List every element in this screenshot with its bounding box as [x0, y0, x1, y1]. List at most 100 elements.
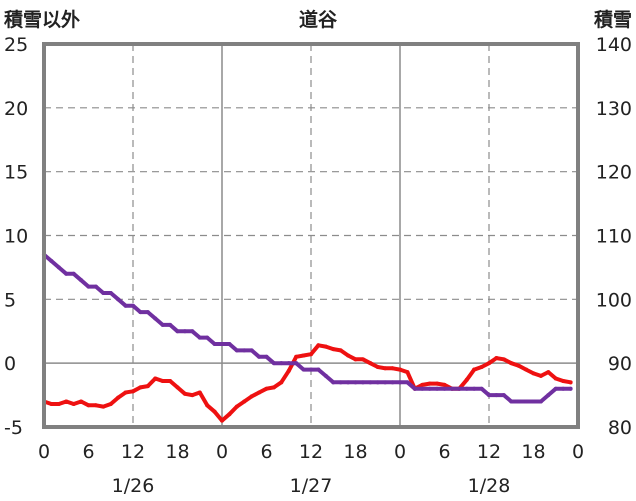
snow-depth-series-line: [42, 252, 573, 404]
snow-depth-data-point: [442, 386, 447, 391]
snow-depth-data-point: [131, 303, 135, 308]
left-axis-label: 積雪以外: [4, 8, 80, 31]
other-data-point: [234, 404, 239, 409]
right-y-tick-label: 140: [596, 34, 632, 56]
snow-depth-data-point: [264, 354, 269, 359]
snow-depth-data-point: [457, 386, 462, 391]
snow-depth-data-point: [79, 278, 84, 283]
x-hour-tick-label: 0: [38, 441, 50, 463]
other-data-point: [420, 382, 425, 387]
other-data-point: [294, 354, 299, 359]
x-hour-tick-label: 0: [216, 441, 228, 463]
snow-depth-data-point: [249, 348, 254, 353]
day-label: 1/28: [468, 475, 511, 497]
snow-depth-data-point: [479, 386, 484, 391]
other-data-point: [168, 379, 173, 384]
snow-depth-data-point: [101, 290, 106, 295]
snow-depth-data-point: [546, 393, 551, 398]
other-data-point: [131, 389, 135, 394]
left-y-tick-label: 0: [4, 353, 16, 375]
snow-depth-data-point: [64, 271, 69, 276]
other-data-point: [501, 357, 506, 362]
other-data-point: [197, 390, 202, 395]
snow-depth-data-point: [531, 399, 536, 404]
other-data-point: [175, 385, 180, 390]
snow-depth-data-point: [257, 354, 262, 359]
snow-depth-data-point: [160, 322, 165, 327]
other-data-point: [338, 348, 343, 353]
snow-depth-data-point: [279, 361, 284, 366]
other-data-point: [49, 402, 54, 407]
x-hour-tick-label: 18: [521, 441, 545, 463]
other-data-point: [383, 366, 388, 371]
snow-depth-data-point: [316, 367, 321, 372]
x-hour-tick-label: 18: [343, 441, 367, 463]
other-data-point: [524, 367, 529, 372]
right-y-tick-label: 90: [608, 353, 632, 375]
snow-depth-data-point: [501, 393, 506, 398]
snow-depth-data-point: [509, 399, 514, 404]
other-data-point: [264, 386, 269, 391]
other-data-point: [249, 394, 254, 399]
other-data-point: [108, 402, 113, 407]
other-data-point: [145, 384, 150, 389]
right-axis-label: 積雪: [594, 8, 632, 31]
snow-depth-data-point: [353, 380, 358, 385]
other-data-point: [353, 357, 358, 362]
other-data-point: [101, 404, 106, 409]
snow-depth-data-point: [524, 399, 529, 404]
other-data-point: [509, 361, 514, 366]
chart-title: 道谷: [299, 8, 338, 31]
other-data-point: [398, 367, 402, 372]
other-data-point: [405, 370, 410, 375]
x-hour-tick-label: 0: [394, 441, 406, 463]
snow-depth-data-point: [301, 367, 306, 372]
x-hour-tick-label: 12: [121, 441, 145, 463]
day-label: 1/27: [290, 475, 333, 497]
left-y-tick-label: 5: [4, 289, 16, 311]
snow-depth-data-point: [227, 342, 232, 347]
other-data-point: [257, 390, 262, 395]
snow-depth-data-point: [420, 386, 425, 391]
other-data-point: [182, 391, 187, 396]
other-data-point: [375, 364, 380, 369]
snow-depth-data-point: [538, 399, 543, 404]
snow-depth-data-point: [427, 386, 432, 391]
other-data-point: [346, 353, 351, 358]
snow-depth-data-point: [49, 259, 54, 264]
snow-depth-data-point: [116, 297, 121, 302]
other-data-point: [153, 376, 158, 381]
other-data-point: [279, 380, 284, 385]
snow-depth-data-point: [360, 380, 365, 385]
x-hour-tick-label: 12: [299, 441, 323, 463]
other-data-point: [316, 343, 321, 348]
x-hour-tick-label: 12: [477, 441, 501, 463]
snow-depth-data-point: [168, 322, 173, 327]
snow-depth-data-point: [197, 335, 202, 340]
snow-depth-data-point: [375, 380, 380, 385]
right-y-tick-label: 120: [596, 162, 632, 184]
other-data-point: [538, 373, 543, 378]
other-data-point: [435, 381, 440, 386]
other-data-point: [79, 399, 84, 404]
snow-depth-data-point: [435, 386, 440, 391]
left-y-tick-label: 15: [4, 162, 28, 184]
snow-depth-data-point: [145, 310, 150, 315]
snow-depth-data-point: [449, 386, 454, 391]
snow-depth-data-point: [464, 386, 469, 391]
snow-depth-data-point: [412, 386, 417, 391]
other-data-point: [116, 395, 121, 400]
right-y-tick-label: 110: [596, 226, 632, 248]
other-data-point: [546, 370, 551, 375]
snow-depth-data-point: [309, 367, 313, 372]
snow-depth-data-point: [553, 386, 558, 391]
snow-depth-data-point: [516, 399, 521, 404]
plot-frame: [42, 42, 580, 429]
other-data-point: [123, 390, 128, 395]
grid-lines: [44, 44, 578, 427]
x-hour-tick-label: 6: [260, 441, 272, 463]
other-data-point: [553, 376, 558, 381]
other-data-point: [323, 344, 328, 349]
snow-depth-data-point: [346, 380, 351, 385]
